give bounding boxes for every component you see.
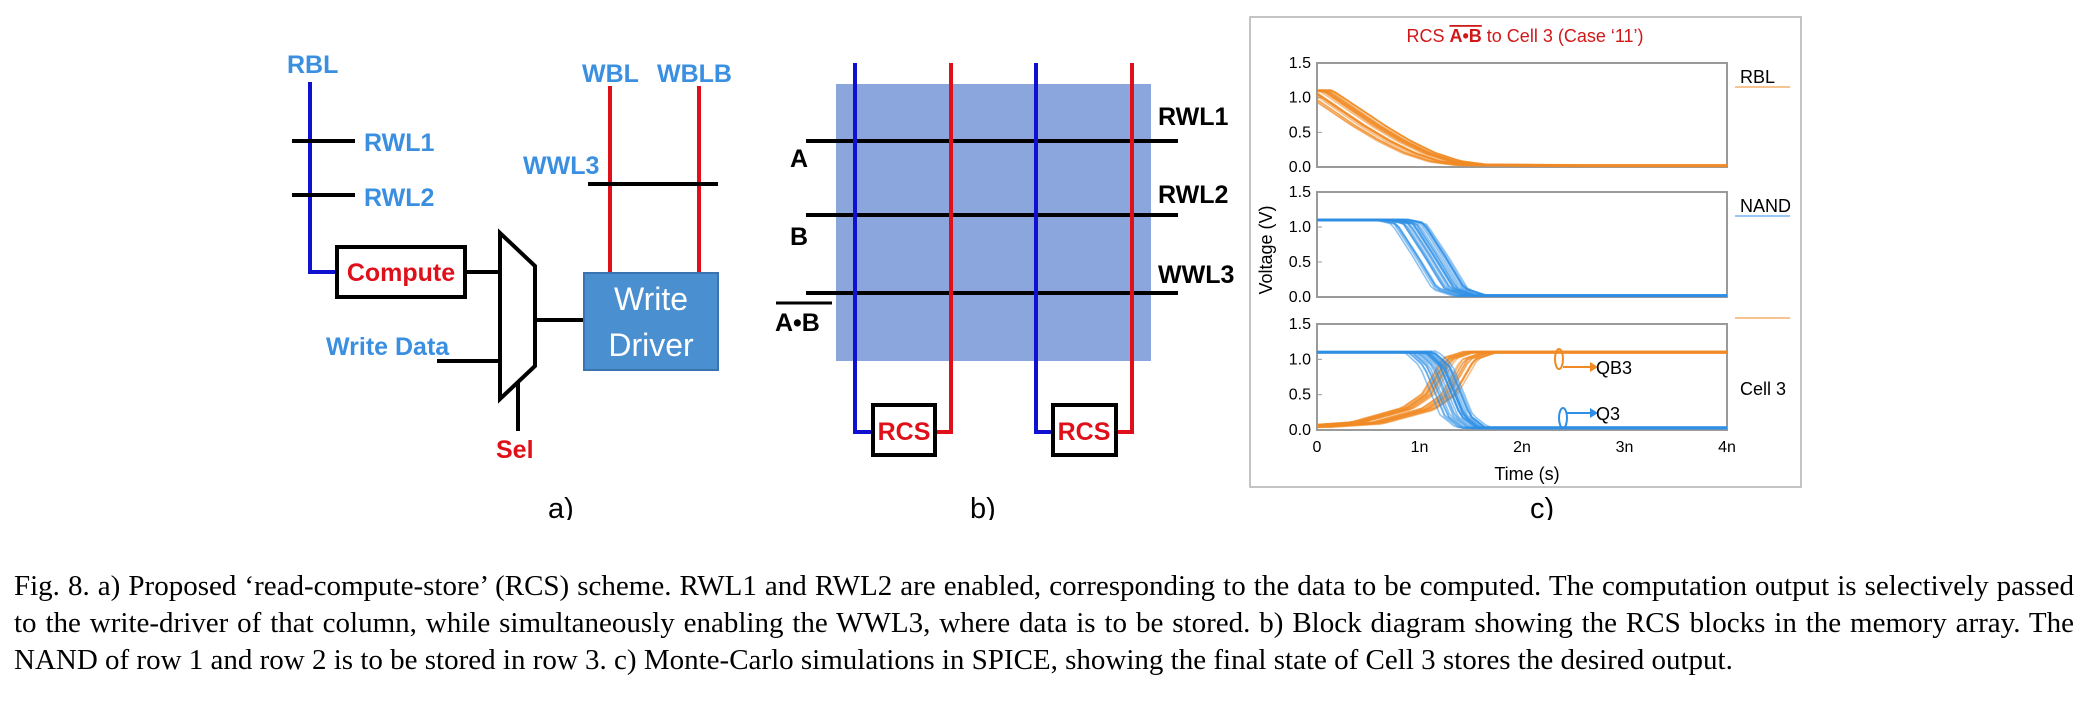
panel-c-simulation: RCS A•B to Cell 3 (Case ‘11’) Voltage (V… — [1249, 16, 1802, 520]
panel-b-block-diagram: RWL1 RWL2 WWL3 A B A•B RCS RCS b) — [775, 63, 1234, 520]
write-data-label: Write Data — [326, 333, 450, 361]
subplot-rbl: 0.0 0.5 1.0 1.5 RBL — [1289, 55, 1790, 176]
series-q3-run — [1317, 351, 1727, 429]
y-tick-label: 0.0 — [1289, 289, 1311, 306]
mux — [498, 228, 537, 404]
rwl2-label: RWL2 — [364, 184, 434, 212]
qb3-arrowhead — [1590, 362, 1598, 372]
write-driver-block — [583, 272, 719, 371]
q3-arrowhead — [1590, 408, 1598, 418]
panel-c-sublabel: c) — [1530, 493, 1554, 520]
y-axis-label: Voltage (V) — [1256, 205, 1276, 294]
rbl-wire — [308, 82, 337, 274]
rwl1-row-label: RWL1 — [1158, 103, 1228, 131]
y-tick-label: 0.0 — [1289, 422, 1311, 439]
figure-caption: Fig. 8. a) Proposed ‘read-compute-store’… — [14, 570, 2074, 676]
y-tick-label: 0.5 — [1289, 254, 1311, 271]
x-tick-label: 0 — [1313, 439, 1322, 456]
subplot-nand: 0.0 0.5 1.0 1.5 NAND — [1289, 184, 1791, 306]
x-tick-label: 1n — [1411, 439, 1429, 456]
y-tick-label: 1.5 — [1289, 316, 1311, 333]
y-tick-label: 1.0 — [1289, 219, 1311, 236]
write-driver-label-line2: Driver — [608, 327, 694, 363]
wwl3-label: WWL3 — [523, 152, 599, 180]
qb3-label: QB3 — [1596, 358, 1632, 378]
right-rbl-wire — [1034, 63, 1053, 434]
subplot-label: NAND — [1740, 196, 1791, 216]
qb3-marker — [1554, 348, 1564, 370]
y-tick-label: 0.0 — [1289, 159, 1311, 176]
series-q3-run — [1317, 352, 1727, 430]
y-tick-label: 1.0 — [1289, 90, 1311, 107]
plot-title-suffix: to Cell 3 (Case ‘11’) — [1482, 26, 1644, 46]
row-ab-label: A•B — [775, 309, 820, 337]
memory-array — [836, 84, 1151, 361]
q3-label: Q3 — [1596, 404, 1620, 424]
wwl3-row-label: WWL3 — [1158, 261, 1234, 289]
plot-title: RCS A•B to Cell 3 (Case ‘11’) — [1406, 26, 1643, 46]
y-tick-label: 1.0 — [1289, 351, 1311, 368]
rbl-label: RBL — [287, 51, 338, 79]
subplot-label: Cell 3 — [1740, 379, 1786, 399]
figure: RBL RWL1 RWL2 Compute Write Data Sel WBL… — [287, 16, 1802, 520]
wblb-label: WBLB — [657, 60, 732, 88]
y-tick-label: 1.5 — [1289, 55, 1311, 72]
write-driver-label-line1: Write — [614, 281, 688, 317]
row-b-label: B — [790, 223, 808, 251]
subplot-axes-box — [1316, 323, 1728, 431]
panel-b-sublabel: b) — [970, 493, 996, 520]
plot-title-prefix: RCS — [1406, 26, 1449, 46]
x-axis-label: Time (s) — [1494, 464, 1559, 484]
panel-a-sublabel: a) — [548, 493, 574, 520]
plot-frame — [1249, 16, 1802, 488]
subplots: 0.0 0.5 1.0 1.5 RBL 0.0 0.5 1.0 1.5 NAND 0.0 0.5 1.0… — [1289, 55, 1791, 456]
rcs-block-left — [871, 403, 937, 457]
left-rbl-wire — [853, 63, 873, 434]
y-tick-label: 1.5 — [1289, 184, 1311, 201]
x-tick-label: 2n — [1513, 439, 1531, 456]
subplot-label: RBL — [1740, 67, 1775, 87]
left-wbl-wire — [935, 63, 953, 434]
subplot-axes-box — [1316, 62, 1728, 168]
rcs-right-label: RCS — [1058, 418, 1111, 446]
row-a-label: A — [790, 145, 808, 173]
series-rbl-run — [1316, 93, 1727, 167]
x-tick-label: 3n — [1616, 439, 1634, 456]
series-qb3-run — [1316, 351, 1727, 427]
x-tick-label: 4n — [1718, 439, 1736, 456]
subplot-cell-3: 0.0 0.5 1.0 1.5 Cell 3 0 1n 2n 3n 4n — [1289, 316, 1790, 456]
rwl1-label: RWL1 — [364, 129, 434, 157]
rcs-left-label: RCS — [878, 418, 931, 446]
series-nand-run — [1317, 219, 1727, 297]
q3-marker — [1558, 407, 1568, 429]
series-nand-run — [1317, 218, 1727, 296]
plot-title-overlined: A•B — [1449, 26, 1481, 46]
panel-a-schematic: RBL RWL1 RWL2 Compute Write Data Sel WBL… — [287, 51, 732, 520]
compute-label: Compute — [347, 259, 455, 287]
y-tick-label: 0.5 — [1289, 387, 1311, 404]
sel-label: Sel — [496, 436, 534, 464]
wbl-label: WBL — [582, 60, 639, 88]
y-tick-label: 0.5 — [1289, 124, 1311, 141]
rwl2-row-label: RWL2 — [1158, 181, 1228, 209]
right-wbl-wire — [1116, 63, 1134, 434]
rcs-block-right — [1051, 403, 1118, 457]
